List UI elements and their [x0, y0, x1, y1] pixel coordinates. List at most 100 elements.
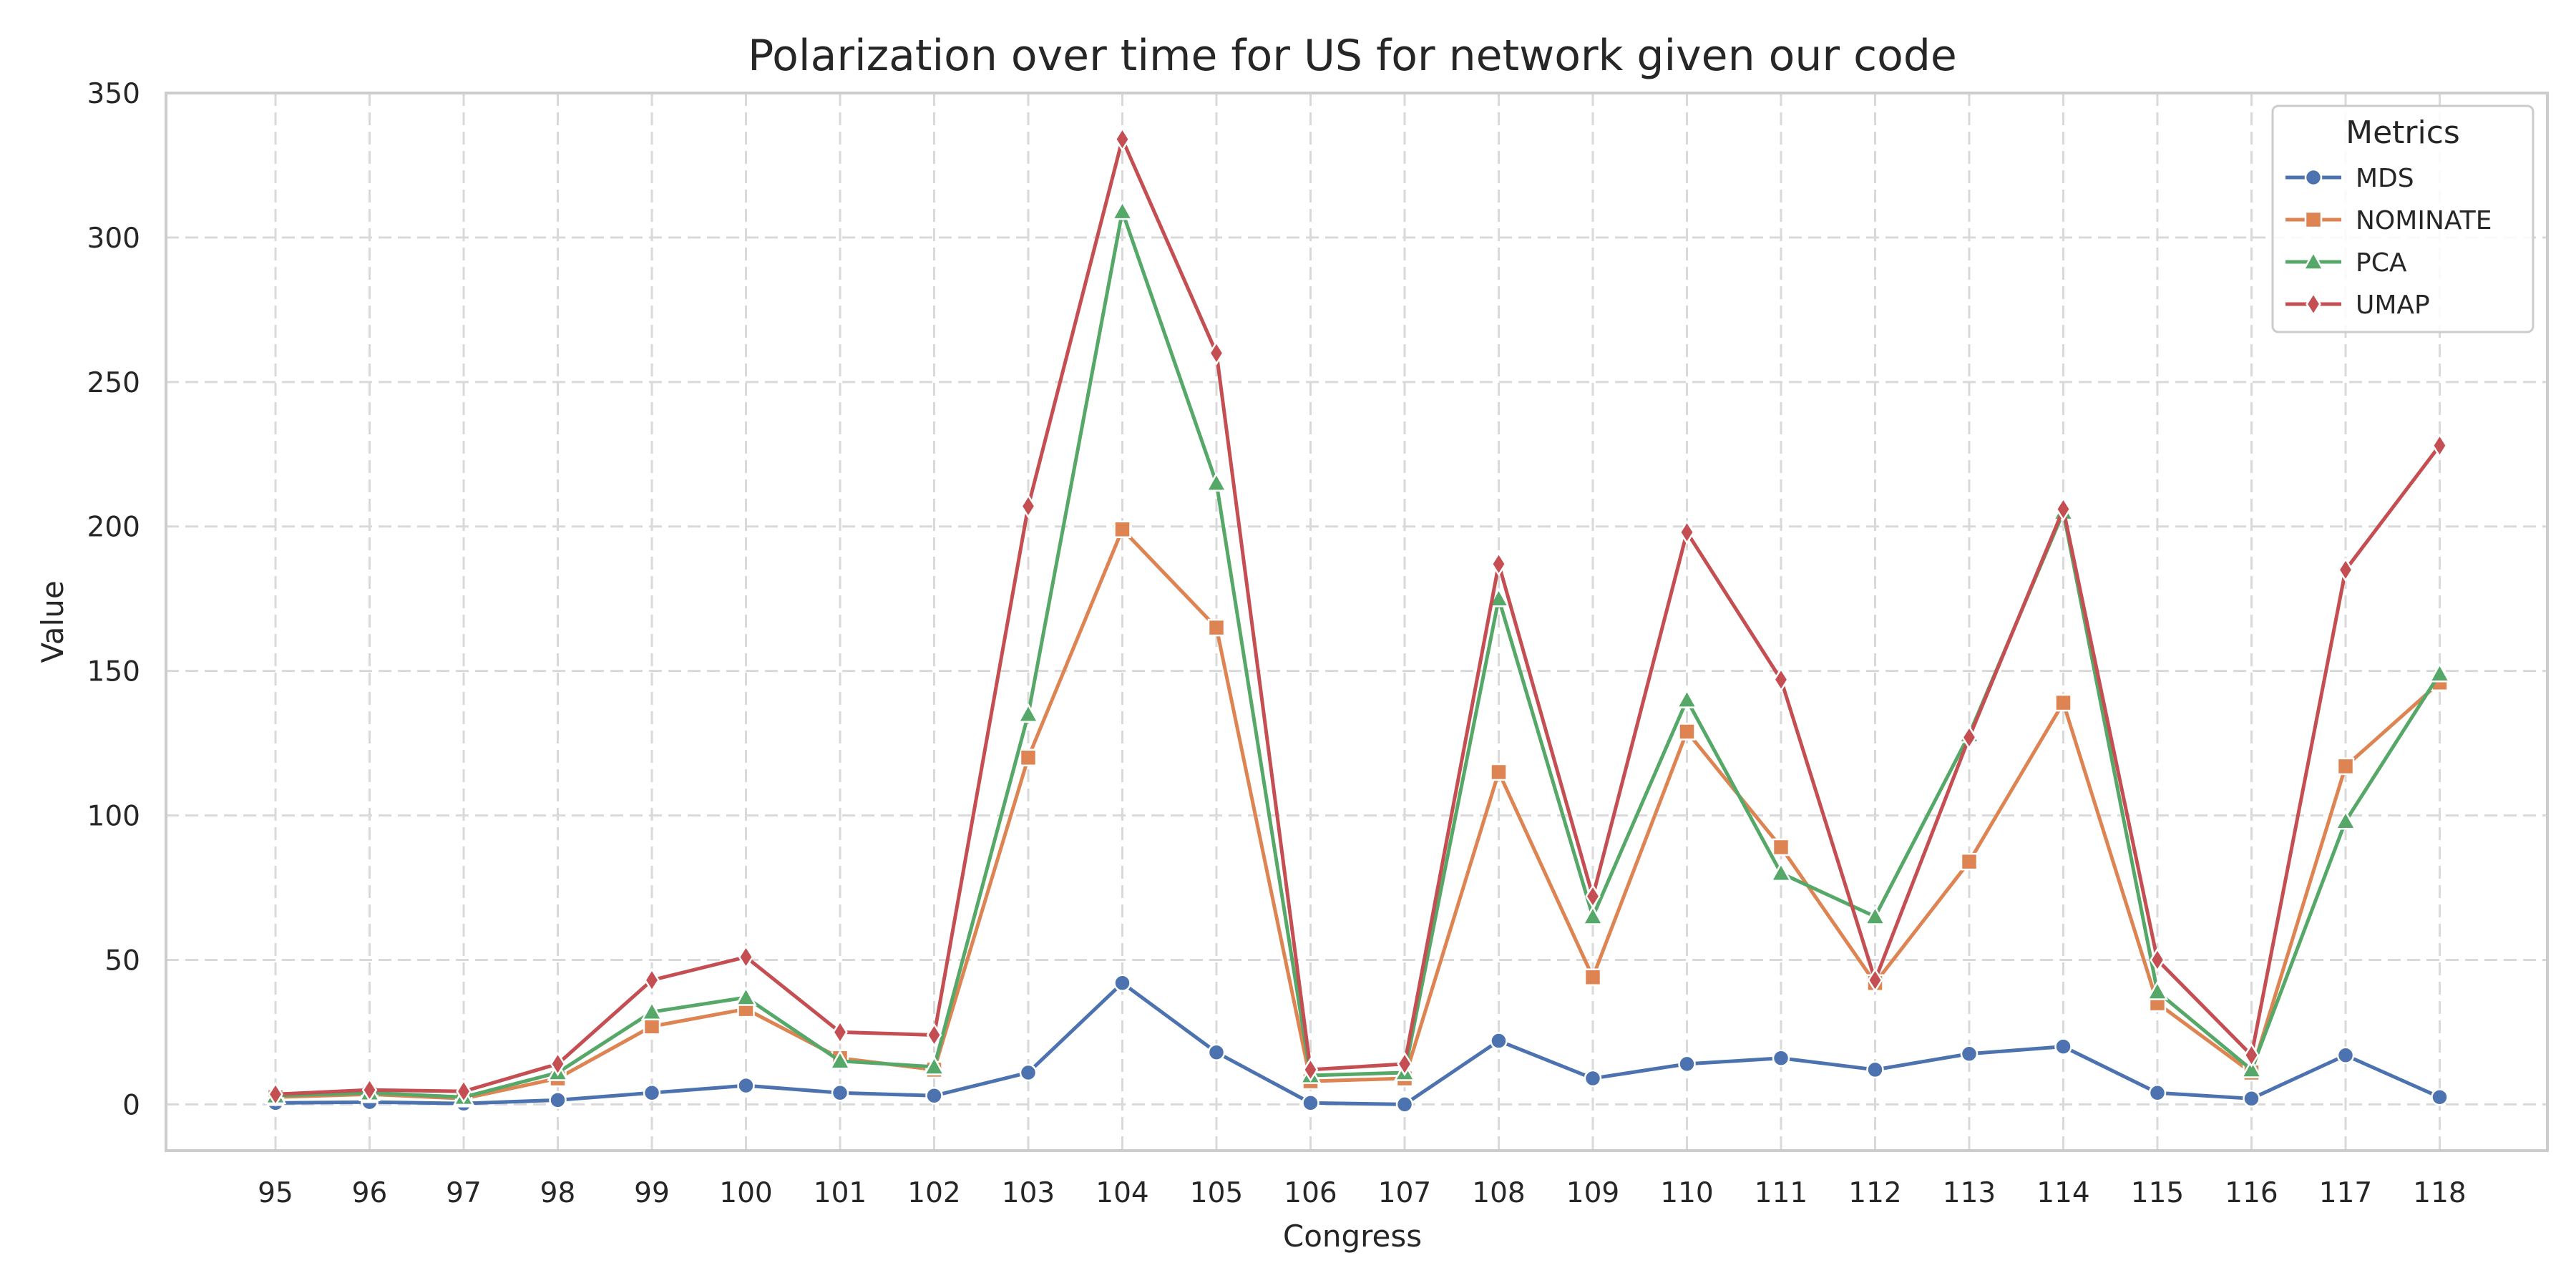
y-tick-label: 0: [122, 1089, 140, 1121]
data-point-mds: [1019, 1063, 1038, 1082]
x-tick-label: 117: [2319, 1177, 2372, 1209]
data-point-umap: [1209, 341, 1224, 366]
data-point-nominate: [1584, 968, 1602, 986]
data-point-umap: [832, 1020, 848, 1045]
data-point-umap: [2055, 497, 2072, 522]
data-point-umap: [1585, 884, 1601, 909]
data-point-nominate: [1490, 763, 1508, 781]
x-tick-label: 98: [540, 1177, 576, 1209]
data-point-mds: [1113, 974, 1131, 992]
data-point-mds: [1772, 1049, 1790, 1068]
data-point-pca: [2334, 809, 2357, 830]
x-tick-label: 103: [1002, 1177, 1055, 1209]
data-point-mds: [2148, 1083, 2167, 1102]
data-point-nominate: [2054, 693, 2072, 712]
data-point-mds: [1960, 1045, 1979, 1063]
data-point-mds: [1678, 1055, 1696, 1073]
data-point-pca: [2240, 1058, 2263, 1078]
x-axis-label: Congress: [1283, 1219, 1422, 1254]
x-tick-label: 106: [1284, 1177, 1337, 1209]
data-point-umap: [2431, 433, 2448, 458]
data-point-pca: [640, 1000, 663, 1020]
data-point-nominate: [1113, 520, 1131, 539]
x-tick-label: 95: [258, 1177, 293, 1209]
legend-label-pca: PCA: [2356, 248, 2407, 278]
series-line-mds: [273, 981, 2441, 1106]
data-point-nominate: [1960, 852, 1979, 871]
data-point-pca: [2146, 980, 2169, 1000]
data-point-pca: [1017, 703, 1040, 723]
legend-label-mds: MDS: [2356, 164, 2414, 193]
data-point-mds: [549, 1091, 567, 1109]
x-tick-label: 107: [1378, 1177, 1431, 1209]
series-line-nominate: [273, 527, 2441, 1101]
data-point-mds: [2336, 1046, 2355, 1064]
data-point-nominate: [1772, 838, 1790, 857]
legend-box: [2271, 104, 2534, 333]
data-point-pca: [829, 1050, 852, 1070]
data-point-pca: [1205, 472, 1228, 492]
data-point-umap: [550, 1051, 566, 1077]
data-point-mds: [831, 1083, 849, 1102]
x-tick-label: 114: [2036, 1177, 2089, 1209]
legend-title: Metrics: [2346, 114, 2460, 151]
data-point-umap: [1491, 552, 1507, 577]
data-point-umap: [268, 1082, 283, 1107]
data-point-umap: [1302, 1057, 1319, 1083]
data-point-umap: [644, 967, 660, 992]
data-point-umap: [1867, 967, 1883, 992]
y-tick-label: 200: [87, 512, 140, 544]
x-tick-label: 109: [1566, 1177, 1619, 1209]
x-tick-label: 97: [446, 1177, 482, 1209]
x-tick-label: 110: [1660, 1177, 1713, 1209]
data-point-umap: [2150, 947, 2165, 972]
data-point-mds: [2431, 1088, 2449, 1106]
legend-marker-nominate: [2304, 210, 2323, 229]
data-point-pca: [1111, 200, 1133, 220]
series-line-umap: [273, 137, 2441, 1096]
data-point-pca: [2429, 662, 2451, 683]
legend-marker-mds: [2304, 168, 2323, 187]
x-tick-label: 102: [907, 1177, 960, 1209]
x-tick-label: 112: [1848, 1177, 1901, 1209]
data-point-nominate: [2336, 757, 2355, 776]
x-tick-label: 99: [634, 1177, 670, 1209]
x-tick-label: 101: [814, 1177, 867, 1209]
data-point-mds: [1395, 1096, 1414, 1113]
data-point-mds: [2243, 1090, 2260, 1108]
x-tick-label: 115: [2131, 1177, 2184, 1209]
legend-marker-umap: [2306, 291, 2321, 317]
grid-layer: [166, 92, 2547, 1151]
data-point-umap: [1961, 725, 1977, 750]
data-point-pca: [923, 1055, 945, 1075]
data-point-nominate: [643, 1018, 661, 1035]
data-point-umap: [1679, 519, 1695, 545]
y-axis-label: Value: [35, 580, 70, 663]
data-point-pca: [735, 986, 757, 1006]
data-point-umap: [1114, 127, 1131, 152]
legend-items: MDS NOMINATE PCA UMAP: [2285, 164, 2492, 320]
y-tick-label: 350: [87, 78, 140, 110]
x-tick-label: 113: [1943, 1177, 1996, 1209]
legend: Metrics MDS NOMINATE PCA UMAP: [2271, 104, 2534, 333]
data-point-umap: [1397, 1051, 1413, 1077]
y-tick-label: 250: [87, 367, 140, 399]
x-tick-label: 100: [719, 1177, 772, 1209]
data-point-mds: [737, 1076, 755, 1095]
x-tick-label: 105: [1190, 1177, 1243, 1209]
data-point-mds: [1302, 1094, 1319, 1112]
data-point-mds: [643, 1083, 661, 1102]
legend-label-umap: UMAP: [2356, 291, 2430, 320]
data-point-nominate: [1207, 618, 1226, 637]
legend-marker-pca: [2302, 250, 2325, 270]
data-point-pca: [1676, 688, 1698, 708]
data-point-pca: [1770, 862, 1792, 882]
legend-label-nominate: NOMINATE: [2356, 206, 2492, 235]
x-tick-label: 96: [352, 1177, 388, 1209]
x-tick-label: 104: [1096, 1177, 1148, 1209]
data-point-mds: [1866, 1060, 1884, 1079]
data-point-mds: [925, 1087, 943, 1105]
x-tick-label: 118: [2413, 1177, 2466, 1209]
data-point-umap: [2338, 557, 2353, 582]
